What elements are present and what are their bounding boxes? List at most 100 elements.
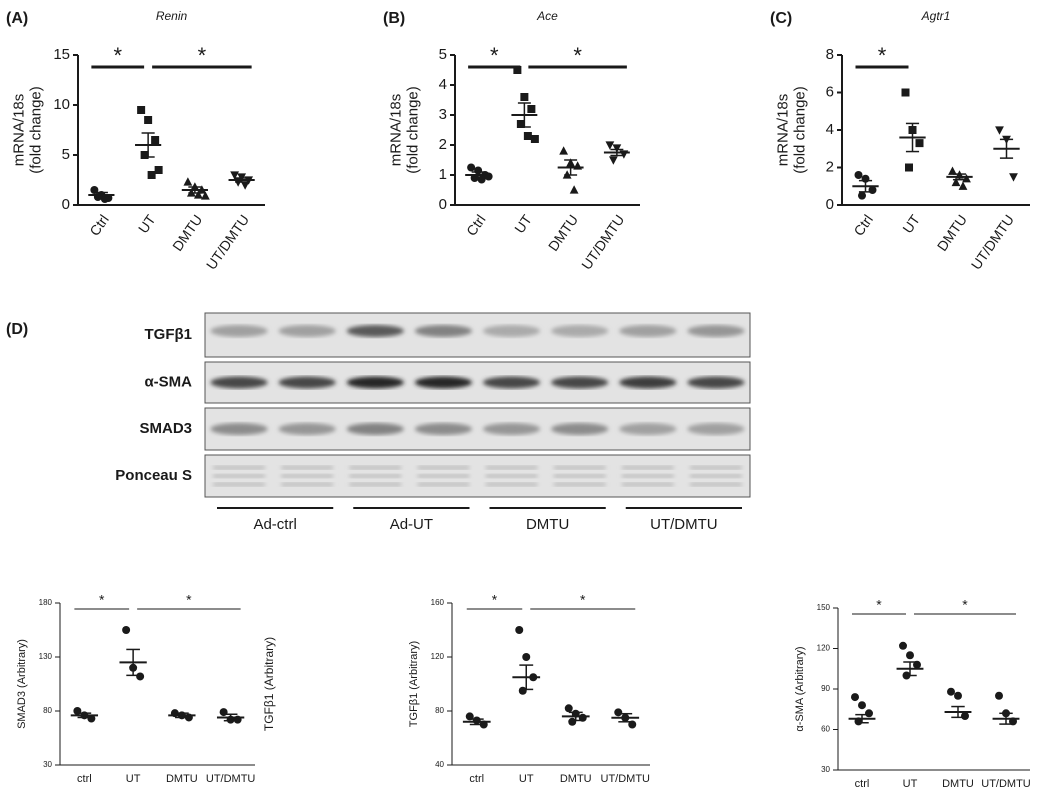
y-tick-label: 80 [435,706,444,715]
y-tick-label: 120 [817,644,831,653]
significance-label: * [878,43,887,68]
x-tick-label: UT [126,773,141,785]
blot-band [551,325,609,337]
x-tick-label: UT/DMTU [968,212,1017,273]
y-tick-label: 4 [826,121,834,138]
x-tick-label: UT/DMTU [578,212,627,273]
data-point [147,171,156,179]
y-tick-label: 40 [435,760,444,769]
blot-band [213,465,265,470]
data-point [230,171,240,180]
data-point [200,191,210,200]
blot-band [619,325,677,337]
y-tick-label: 150 [817,603,831,612]
x-tick-label: ctrl [469,773,484,785]
blot-row-label: SMAD3 [139,420,192,437]
blot-band [414,423,473,435]
data-point [144,116,153,124]
data-point [901,88,910,97]
blot-band [210,423,268,435]
significance-label: * [198,43,207,68]
data-point [605,141,615,150]
blot-band [687,325,745,337]
y-axis-label: mRNA/18s [10,94,27,167]
significance-label: * [573,43,582,68]
data-point [516,120,525,128]
x-tick-label: DMTU [545,212,581,254]
blot-band [485,474,538,478]
blot-band [621,465,674,470]
data-point [122,626,131,634]
data-point [154,166,163,174]
data-point [947,687,955,696]
blot-band [278,423,336,435]
data-point [954,691,962,700]
blot-band [346,325,404,337]
y-tick-label: 2 [826,158,834,175]
data-point [515,626,524,634]
data-point [522,653,531,661]
blot-group-label: UT/DMTU [650,516,718,533]
y-tick-label: 5 [62,146,70,163]
blot-band [687,376,745,389]
blot-band [482,376,541,389]
y-axis-label: α-SMA (Arbitrary) [794,646,806,731]
data-point [520,93,529,101]
data-point [513,66,522,74]
blot-band [281,482,334,487]
x-tick-label: ctrl [77,773,92,785]
blot-band [482,325,541,337]
x-tick-label: DMTU [166,773,198,785]
blot-band [349,474,402,478]
blot-band [417,474,470,478]
blot-band [349,482,402,487]
blot-band [349,465,402,470]
x-tick-label: UT [519,773,534,785]
data-point [858,191,866,200]
x-tick-label: UT [899,211,923,236]
x-tick-label: Ctrl [463,212,489,239]
panel-label: (C) [770,10,792,27]
data-point [958,181,968,190]
data-point [614,708,623,717]
x-tick-label: UT [135,211,159,236]
data-point [899,641,907,650]
panel-label: (B) [383,10,405,27]
data-point [961,712,969,720]
blot-band [553,482,606,487]
y-axis-label: (fold change) [404,86,421,174]
data-point [995,691,1003,700]
blot-band [213,482,265,487]
blot-band [485,482,538,487]
panel-label: (A) [6,10,28,27]
panel-label: (D) [6,321,28,338]
data-point [564,704,573,713]
blot-row-label: TGFβ1 [145,326,193,343]
x-tick-label: UT/DMTU [203,212,252,273]
x-tick-label: UT [511,211,535,236]
y-tick-label: 5 [439,46,447,63]
data-point [858,701,866,710]
data-point [569,185,579,194]
x-tick-label: Ctrl [850,212,876,239]
data-point [193,190,203,199]
data-point [865,709,873,718]
y-tick-label: 2 [439,136,447,153]
blot-row-label: α-SMA [144,373,192,390]
data-point [948,166,957,175]
y-tick-label: 4 [439,76,447,93]
blot-band [414,376,473,389]
data-point [915,139,924,148]
y-tick-label: 6 [826,83,834,100]
data-point [183,177,193,186]
data-point [151,136,160,144]
blot-band [213,474,265,478]
blot-band [690,474,742,478]
y-tick-label: 30 [43,760,52,769]
data-point [854,171,863,179]
blot-band [346,423,404,435]
axis-label: TGFβ1 (Arbitrary) [262,637,276,731]
y-tick-label: 180 [39,598,53,607]
data-point [995,126,1004,135]
